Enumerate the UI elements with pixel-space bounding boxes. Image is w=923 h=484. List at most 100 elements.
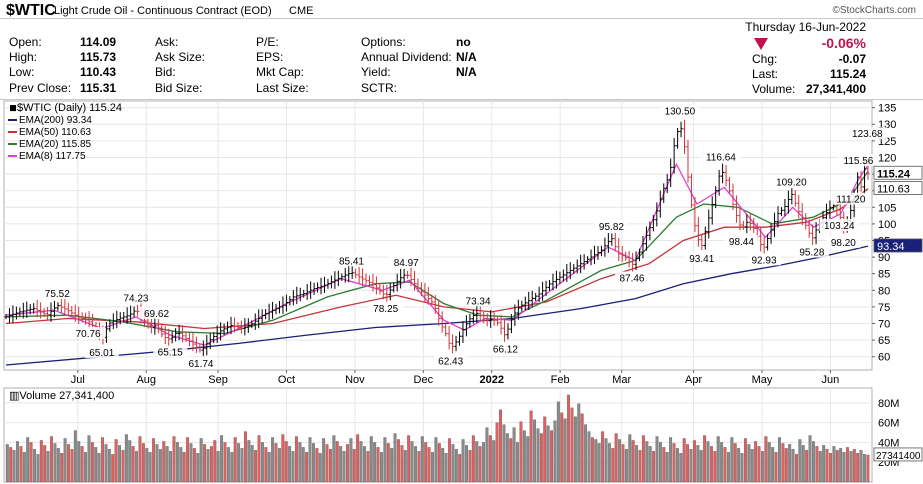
volume-bar: [781, 443, 785, 483]
volume-value: 27,341,400: [806, 82, 866, 96]
volume-bar: [199, 438, 203, 483]
change-percent: -0.06%: [822, 35, 867, 51]
volume-bar: [223, 442, 227, 483]
volume-bar: [332, 435, 336, 483]
volume-bar: [288, 446, 292, 483]
volume-bar: [182, 452, 186, 483]
volume-bar: [80, 446, 84, 483]
volume-bar: [601, 431, 605, 483]
legend-entry: EMA(20) 115.85: [19, 139, 92, 150]
volume-bar: [560, 412, 564, 483]
volume-bar: [308, 437, 312, 483]
price-annotation-bg: [153, 345, 188, 358]
volume-bar: [482, 442, 485, 483]
field-label: Bid:: [155, 65, 176, 79]
volume-bar: [67, 444, 70, 483]
volume-bar: [298, 442, 302, 483]
volume-bar: [22, 452, 26, 483]
volume-bar: [359, 441, 363, 483]
volume-bar: [822, 445, 826, 483]
volume-bar: [328, 449, 332, 483]
price-annotation: 95.28: [799, 248, 824, 259]
volume-bar: [563, 418, 567, 483]
volume-bar: [760, 451, 764, 483]
volume-bar: [771, 447, 775, 483]
price-annotation: 61.74: [188, 359, 213, 370]
volume-bar: [842, 452, 846, 483]
volume-bar: [209, 446, 213, 483]
volume-bar: [291, 451, 295, 483]
price-annotation: 115.56: [844, 156, 874, 167]
price-tick-label: 100: [878, 219, 896, 231]
x-tick-label: Dec: [414, 374, 434, 386]
price-annotation-bg: [488, 342, 523, 355]
price-annotation-bg: [847, 127, 888, 140]
volume-bar: [764, 436, 768, 483]
volume-bar: [652, 451, 656, 483]
volume-bar: [682, 438, 686, 483]
header-rule: [0, 18, 923, 19]
volume-bar: [856, 453, 860, 483]
volume-bar: [111, 454, 115, 483]
price-tick-label: 120: [878, 152, 896, 164]
volume-bar: [26, 437, 30, 483]
volume-bar: [107, 449, 111, 483]
volume-bar: [363, 446, 366, 483]
field-label: High:: [9, 50, 37, 64]
volume-bar: [611, 448, 615, 483]
price-annotation-bg: [594, 219, 629, 232]
volume-bar: [203, 444, 207, 483]
price-annotation-bg: [684, 251, 719, 264]
volume-bar: [104, 444, 108, 483]
volume-bar: [158, 449, 162, 483]
volume-bar: [604, 438, 608, 483]
volume-bar: [152, 438, 156, 483]
volume-bar: [135, 451, 139, 483]
volume-bar: [260, 442, 264, 483]
price-annotation-bg: [139, 306, 174, 319]
volume-bar: [165, 446, 169, 483]
price-tick-label: 70: [878, 319, 890, 331]
volume-bar: [658, 442, 662, 483]
volume-bar: [672, 443, 676, 483]
down-arrow-icon: [754, 38, 768, 50]
volume-bar: [145, 448, 149, 483]
field-label: SCTR:: [361, 81, 397, 95]
field-value: N/A: [456, 65, 477, 79]
volume-bar: [118, 445, 122, 483]
volume-bar: [90, 442, 94, 483]
volume-bar: [417, 451, 421, 483]
volume-bar: [767, 442, 771, 483]
volume-bar: [512, 427, 516, 483]
volume-bar: [213, 440, 217, 483]
chart-title: ◾$WTIC (Daily) 115.24: [9, 102, 122, 114]
volume-bar: [349, 438, 353, 483]
volume-last-box: [873, 447, 923, 462]
volume-bar: [240, 448, 244, 483]
volume-bar: [492, 440, 496, 483]
volume-bar: [148, 452, 152, 483]
volume-bar: [271, 437, 275, 483]
volume-bar: [189, 443, 193, 483]
volume-bar: [641, 435, 645, 483]
volume-bar: [179, 447, 183, 483]
volume-bar: [461, 439, 465, 483]
price-annotation-bg: [826, 235, 861, 248]
price-annotation-bg: [368, 302, 403, 315]
volume-bar: [580, 413, 584, 483]
volume-bar: [94, 447, 98, 483]
volume-last-label: 27341400: [876, 451, 921, 462]
volume-bar: [849, 451, 853, 483]
last-price-box: [873, 238, 923, 253]
price-annotation: 65.15: [158, 348, 183, 359]
price-annotation-bg: [71, 326, 106, 339]
field-label: Ask Size:: [155, 50, 205, 64]
volume-bar: [155, 444, 159, 483]
price-annotation-bg: [794, 245, 829, 258]
volume-bar: [124, 434, 128, 483]
volume-bar: [73, 430, 77, 483]
volume-bar: [325, 444, 329, 483]
volume-bar: [825, 449, 829, 483]
volume-bar: [747, 444, 751, 483]
price-annotation-bg: [819, 219, 860, 232]
